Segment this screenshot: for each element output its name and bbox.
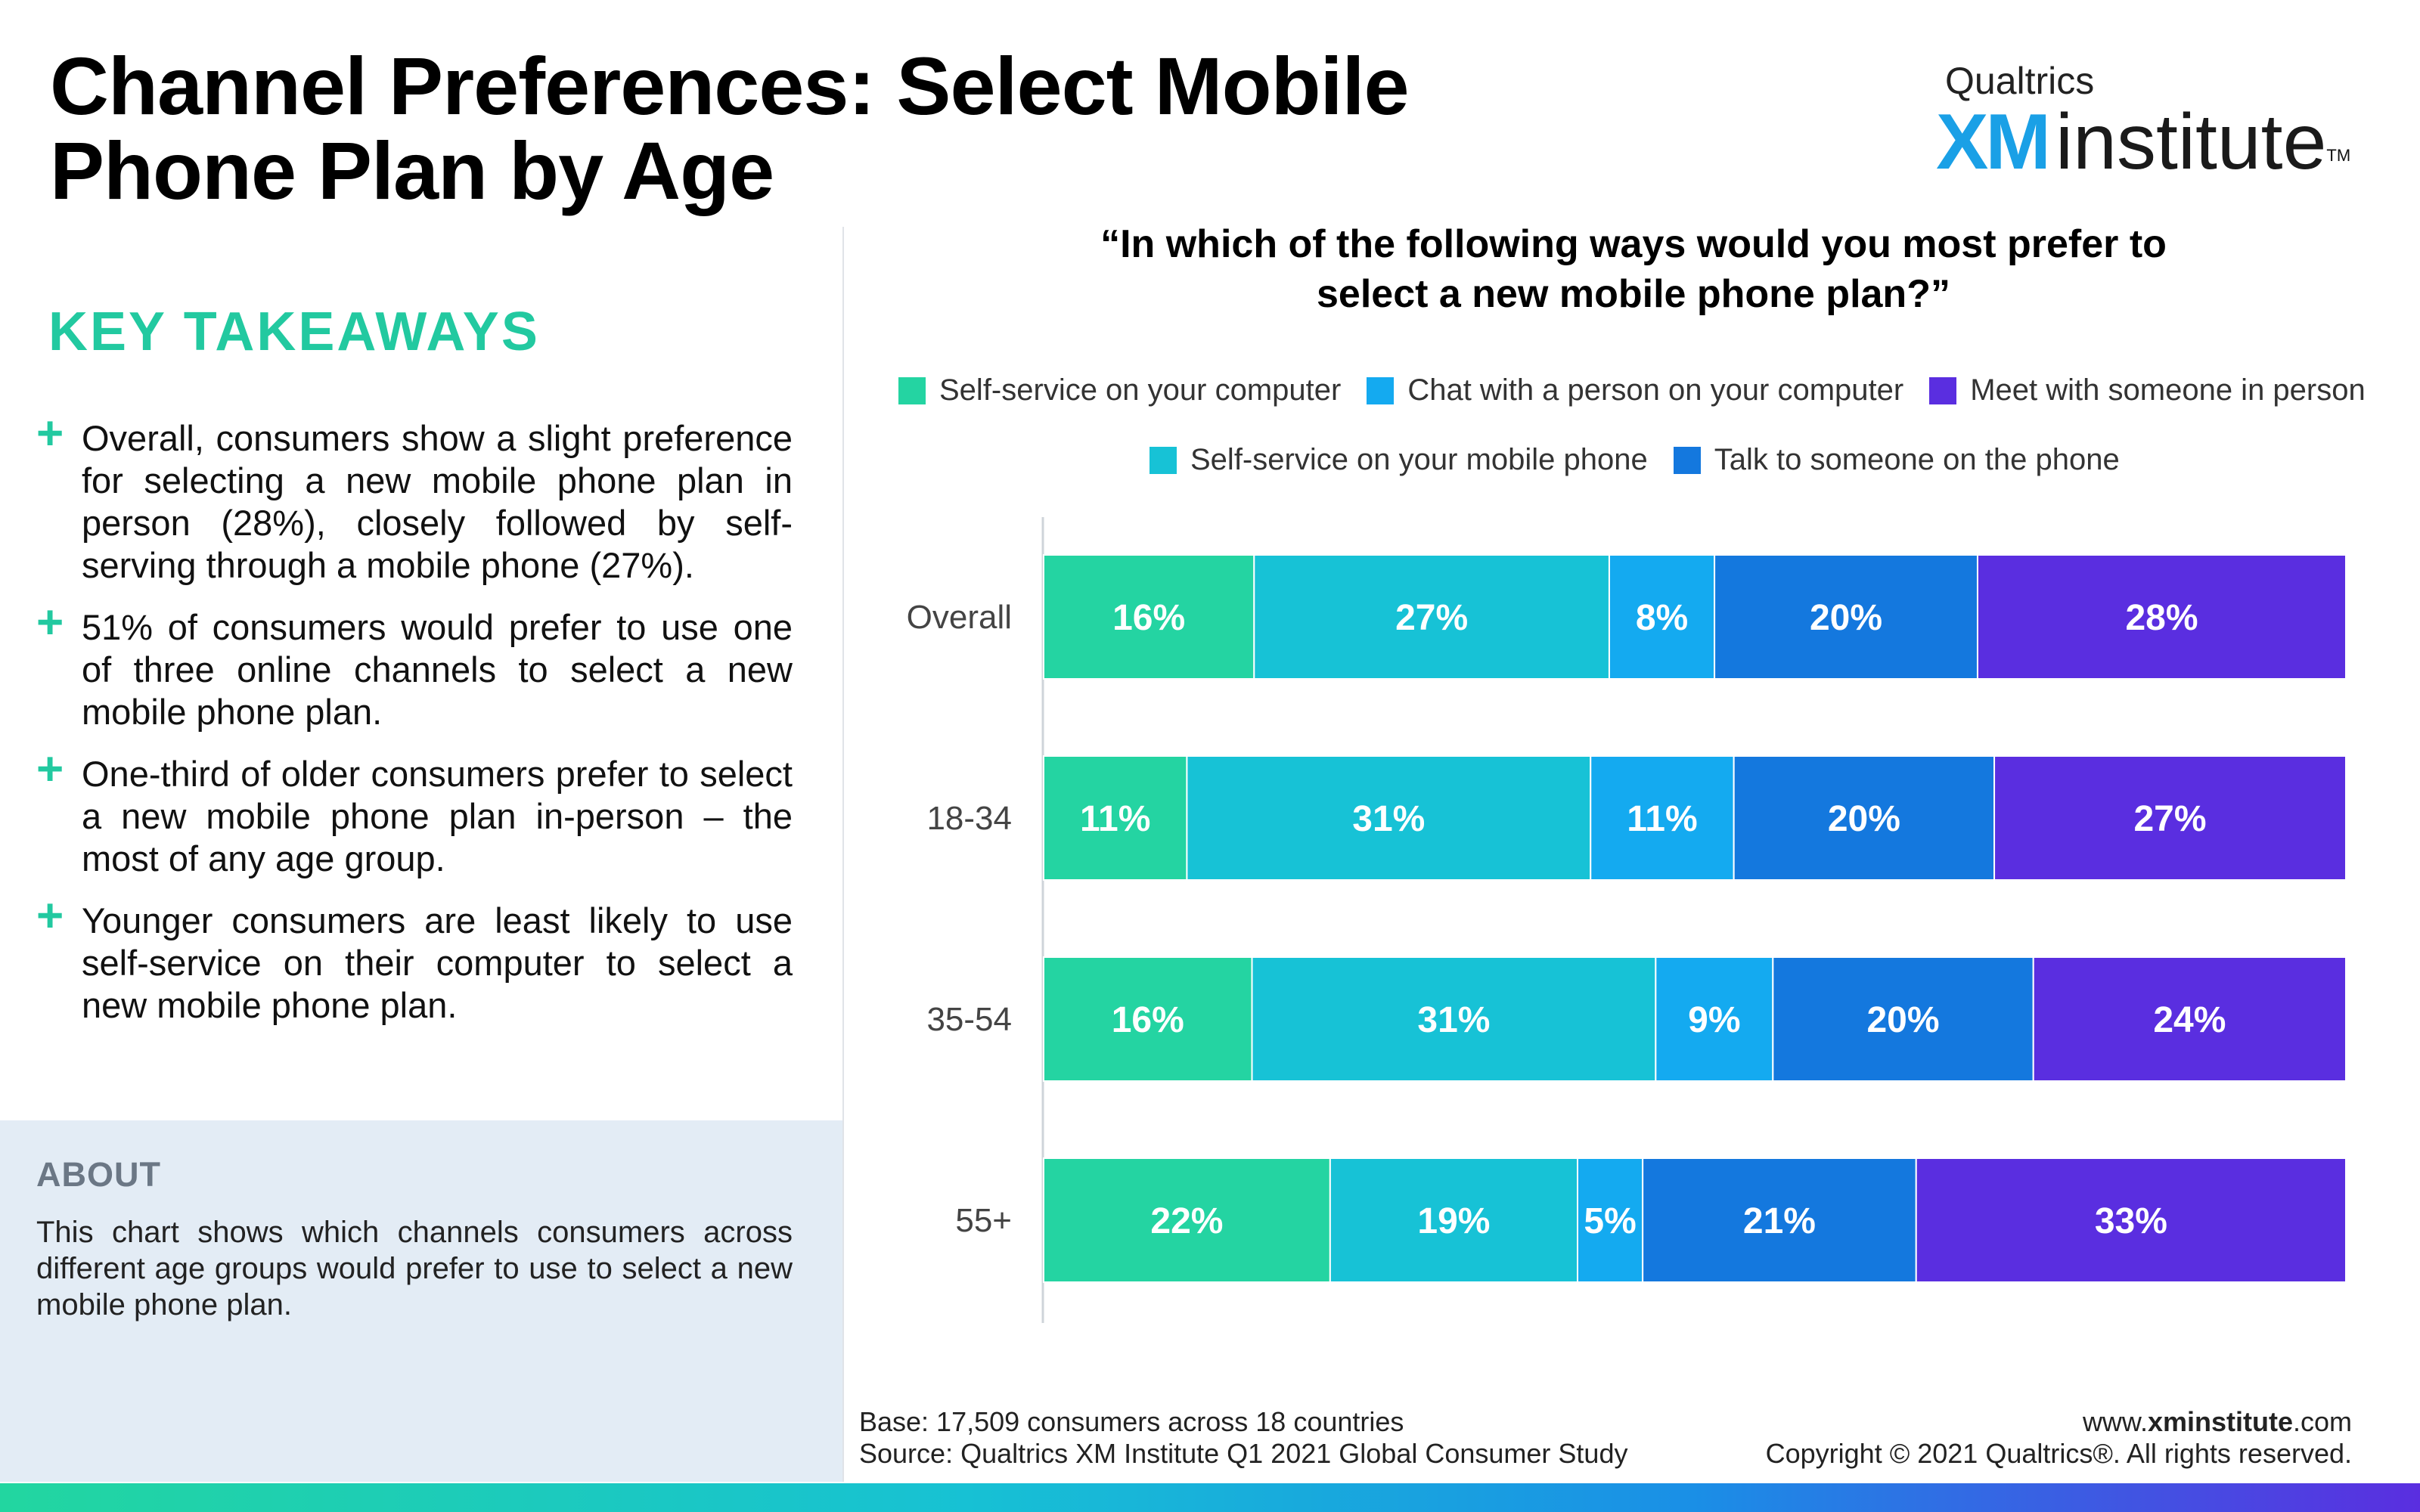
- footer-base: Base: 17,509 consumers across 18 countri…: [859, 1406, 1404, 1437]
- xm-institute-logo: Qualtrics XMinstituteTM: [1936, 59, 2360, 181]
- takeaway-text: Overall, consumers show a slight prefere…: [82, 418, 793, 585]
- data-label: 16%: [1112, 598, 1185, 638]
- data-label: 9%: [1688, 1000, 1740, 1040]
- bar-segment: [1043, 755, 1188, 881]
- bar-segment: [1043, 554, 1255, 680]
- bar-segment: [1608, 554, 1716, 680]
- bar-segment: [1733, 755, 1996, 881]
- takeaway-item: + Younger consumers are least likely to u…: [36, 893, 793, 1027]
- data-label: 22%: [1150, 1201, 1223, 1241]
- bar-segment: [1772, 956, 2034, 1082]
- plus-icon: +: [36, 890, 64, 942]
- site-suffix: .com: [2292, 1406, 2352, 1437]
- data-label: 24%: [2153, 1000, 2226, 1040]
- data-label: 20%: [1866, 1000, 1939, 1040]
- bar-segment: [1642, 1157, 1917, 1283]
- legend-label: Chat with a person on your computer: [1407, 373, 1904, 407]
- logo-trademark: TM: [2326, 146, 2351, 165]
- legend-row-2: Self-service on your mobile phone Talk t…: [1150, 443, 2120, 477]
- about-panel: ABOUT This chart shows which channels co…: [0, 1120, 842, 1482]
- logo-xm-text: XM: [1936, 98, 2051, 186]
- data-label: 33%: [2095, 1201, 2167, 1241]
- bar-segment: [1577, 1157, 1644, 1283]
- plus-icon: +: [36, 743, 64, 795]
- legend-swatch: [1929, 376, 1957, 404]
- category-label: 55+: [955, 1202, 1012, 1239]
- takeaway-text: Younger consumers are least likely to us…: [82, 900, 793, 1025]
- logo-wordmark: XMinstituteTM: [1936, 103, 2360, 181]
- bar-segment: [1043, 1157, 1331, 1283]
- data-label: 19%: [1417, 1201, 1490, 1241]
- legend-item: Self-service on your computer: [898, 373, 1341, 407]
- logo-institute-text: institute: [2055, 98, 2327, 186]
- bar-segment: [1993, 755, 2347, 881]
- takeaway-text: 51% of consumers would prefer to use one…: [82, 607, 793, 732]
- data-label: 20%: [1810, 598, 1882, 638]
- takeaway-item: +51% of consumers would prefer to use on…: [36, 600, 793, 733]
- legend-label: Self-service on your computer: [939, 373, 1342, 407]
- bar-segment: [2032, 956, 2347, 1082]
- category-label: 18-34: [926, 800, 1012, 837]
- key-takeaways-list: + Overall, consumers show a slight prefer…: [36, 411, 793, 1046]
- legend-swatch: [898, 376, 926, 404]
- plus-icon: +: [36, 407, 64, 460]
- data-label: 8%: [1636, 598, 1688, 638]
- footer-notes: Base: 17,509 consumers across 18 countri…: [859, 1406, 1627, 1470]
- legend-item: Chat with a person on your computer: [1367, 373, 1903, 407]
- bar-segment: [1590, 755, 1735, 881]
- about-heading: ABOUT: [36, 1155, 161, 1194]
- legend-swatch: [1150, 446, 1177, 474]
- about-text: This chart shows which channels consumer…: [36, 1216, 793, 1321]
- legend-item: Talk to someone on the phone: [1673, 443, 2120, 477]
- logo-qualtrics-text: Qualtrics: [1945, 60, 2095, 102]
- bar-segment: [1253, 554, 1610, 680]
- legend-item: Meet with someone in person: [1929, 373, 2366, 407]
- footer-copyright: Copyright © 2021 Qualtrics®. All rights …: [1765, 1438, 2352, 1469]
- data-label: 11%: [1627, 799, 1697, 839]
- legend-swatch: [1673, 446, 1701, 474]
- bar-segment: [1655, 956, 1774, 1082]
- plus-icon: +: [36, 596, 64, 649]
- bottom-gradient-bar: [0, 1483, 2420, 1512]
- data-label: 31%: [1417, 1000, 1490, 1040]
- data-label: 11%: [1080, 799, 1150, 839]
- page-title: Channel Preferences: Select Mobile Phone…: [50, 40, 1410, 216]
- data-label: 21%: [1743, 1201, 1816, 1241]
- legend-item: Self-service on your mobile phone: [1150, 443, 1648, 477]
- footer-legal: www.xminstitute.com Copyright © 2021 Qua…: [1766, 1406, 2352, 1470]
- bar-segment: [1329, 1157, 1579, 1283]
- data-label: 27%: [1395, 598, 1468, 638]
- takeaway-item: + Overall, consumers show a slight prefer…: [36, 411, 793, 587]
- data-label: 28%: [2125, 598, 2198, 638]
- category-label: Overall: [907, 599, 1012, 636]
- site-bold: xminstitute: [2147, 1406, 2293, 1437]
- data-label: 5%: [1584, 1201, 1636, 1241]
- takeaway-item: + One-third of older consumers prefer to …: [36, 746, 793, 880]
- bar-segment: [1915, 1157, 2347, 1283]
- vertical-divider: [842, 227, 844, 1482]
- legend-label: Meet with someone in person: [1970, 373, 2366, 407]
- legend-label: Self-service on your mobile phone: [1190, 443, 1648, 476]
- data-label: 27%: [2133, 799, 2206, 839]
- footer-website[interactable]: www.xminstitute.com: [1766, 1406, 2352, 1438]
- bar-segment: [1043, 956, 1253, 1082]
- legend-label: Talk to someone on the phone: [1714, 443, 2120, 476]
- bar-segment: [1976, 554, 2347, 680]
- footer-source: Source: Qualtrics XM Institute Q1 2021 G…: [859, 1438, 1628, 1469]
- bar-segment: [1186, 755, 1592, 881]
- data-label: 31%: [1352, 799, 1425, 839]
- takeaway-text: One-third of older consumers prefer to s…: [82, 754, 793, 878]
- key-takeaways-heading: KEY TAKEAWAYS: [48, 302, 540, 362]
- site-prefix: www.: [2082, 1406, 2148, 1437]
- data-label: 16%: [1112, 1000, 1184, 1040]
- category-label: 35-54: [926, 1001, 1012, 1038]
- legend-swatch: [1367, 376, 1395, 404]
- chart-title: “In which of the following ways would yo…: [1100, 222, 2167, 316]
- legend-row-1: Self-service on your computer Chat with …: [898, 373, 2366, 407]
- data-label: 20%: [1828, 799, 1900, 839]
